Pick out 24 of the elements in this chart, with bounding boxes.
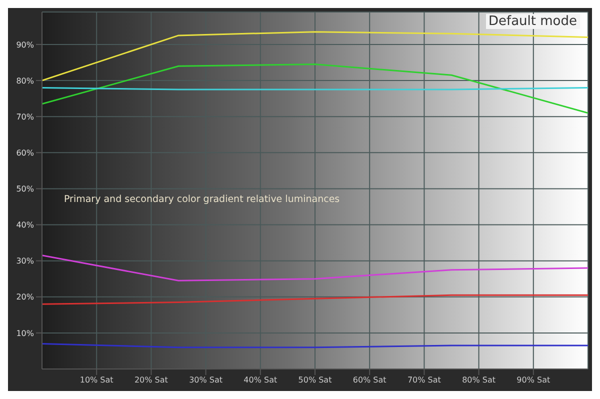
y-tick-label: 70% [16,112,34,122]
y-tick-label: 50% [16,184,34,194]
y-tick-label: 20% [16,292,34,302]
line-series [42,31,588,82]
x-tick-label: 20% Sat [134,376,168,385]
y-tick-label: 60% [16,148,34,158]
y-tick-label: 30% [16,256,34,266]
annotation: Primary and secondary color gradient relative luminances [64,194,340,205]
x-tick-label: 90% Sat [516,376,550,385]
x-tick-label: 40% Sat [244,376,278,385]
y-tick-label: 80% [16,76,34,86]
x-tick-label: 30% Sat [189,376,223,385]
line-series [42,64,588,114]
x-tick-label: 70% Sat [407,376,441,385]
y-tick-label: 90% [16,40,34,50]
line-series [42,254,588,282]
x-tick-label: 50% Sat [298,376,332,385]
y-tick-label: 10% [16,328,34,338]
x-tick-label: 60% Sat [352,376,386,385]
chart-title: Default mode [486,14,580,29]
x-tick-label: 10% Sat [80,376,114,385]
line-series [42,294,588,305]
y-tick-label: 40% [16,220,34,230]
x-tick-label: 80% Sat [462,376,496,385]
